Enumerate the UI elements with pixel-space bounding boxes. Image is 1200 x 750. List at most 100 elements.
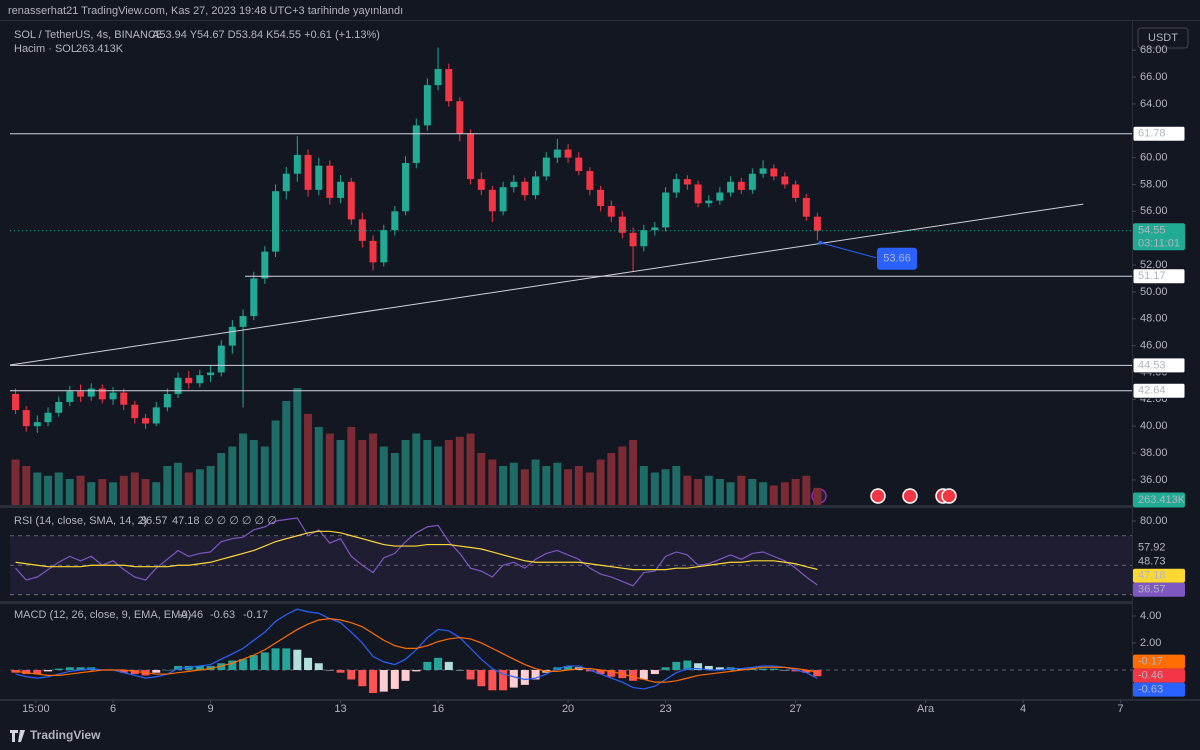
macd-histogram-bar <box>76 667 85 670</box>
volume-bar <box>531 459 540 505</box>
x-tick-label: 16 <box>432 703 444 715</box>
candle-body <box>813 216 821 231</box>
candle-body <box>163 393 171 408</box>
macd-histogram-bar <box>336 670 345 673</box>
candle-body <box>66 391 74 403</box>
y-tick-label: 40.00 <box>1140 420 1168 432</box>
candle-body <box>174 377 182 394</box>
rsi-line <box>15 517 818 587</box>
candle-body <box>521 181 529 196</box>
volume-bar <box>813 487 822 505</box>
volume-bar <box>704 475 713 505</box>
volume-bar <box>152 482 161 505</box>
volume-bar <box>553 462 562 505</box>
macd-histogram-bar <box>813 670 822 677</box>
macd-histogram-bar <box>477 670 486 687</box>
currency-button[interactable] <box>1137 27 1189 49</box>
candle-body <box>282 173 290 192</box>
event-icon[interactable] <box>870 488 886 504</box>
currency-label: USDT <box>1148 32 1178 44</box>
candle-body <box>640 230 648 247</box>
macd-histogram-bar <box>661 667 670 670</box>
y-tick-label: 56.00 <box>1140 205 1168 217</box>
x-tick-label: 9 <box>207 703 213 715</box>
event-icon[interactable] <box>941 488 957 504</box>
rsi-legend-sma: 47.18 <box>172 515 200 527</box>
volume-bar <box>737 475 746 505</box>
volume-bar <box>33 472 42 505</box>
macd-histogram-bar <box>228 660 237 670</box>
x-tick-label: 7 <box>1118 703 1124 715</box>
y-tick-label: 58.00 <box>1140 178 1168 190</box>
rsi-extra-label: 48.73 <box>1138 556 1166 568</box>
macd-label: -0.63 <box>1138 684 1163 696</box>
symbol-legend: SOL / TetherUS, 4s, BINANCE <box>14 29 163 41</box>
event-icon[interactable] <box>902 488 918 504</box>
macd-histogram-bar <box>466 670 475 680</box>
macd-histogram-bar <box>780 670 789 671</box>
candle-body <box>618 216 626 233</box>
candle-body <box>152 407 160 424</box>
candle-body <box>109 392 117 400</box>
rsi-legend: RSI (14, close, SMA, 14, 2) <box>14 515 147 527</box>
macd-histogram-bar <box>249 655 258 670</box>
macd-histogram-bar <box>271 648 280 670</box>
candle-body <box>239 316 247 327</box>
macd-histogram-bar <box>596 670 605 675</box>
rsi-legend-value: 36.57 <box>140 515 168 527</box>
volume-bar <box>401 440 410 505</box>
volume-bar <box>65 479 74 505</box>
volume-bar <box>54 472 63 505</box>
macd-histogram-bar <box>488 670 497 691</box>
volume-bar <box>542 466 551 505</box>
volume-bar <box>672 466 681 505</box>
x-tick-label: 13 <box>334 703 346 715</box>
candle-body <box>662 192 670 228</box>
macd-histogram-bar <box>33 670 42 675</box>
level-label-box <box>1132 382 1186 399</box>
candle-body <box>293 154 301 174</box>
candle-body <box>575 157 583 172</box>
macd-histogram-bar <box>509 670 518 688</box>
rsi-legend-empty: ∅ ∅ ∅ ∅ ∅ ∅ <box>204 515 277 527</box>
candle-body <box>553 149 561 158</box>
level-label-box <box>1132 268 1186 285</box>
volume-bar <box>358 440 367 505</box>
candle-body <box>77 391 85 397</box>
x-tick-label: 15:00 <box>22 703 50 715</box>
candle-body <box>456 101 464 134</box>
macd-histogram-bar <box>174 665 183 670</box>
candle-body <box>315 165 323 190</box>
volume-bar <box>271 420 280 505</box>
y-tick-label: 66.00 <box>1140 71 1168 83</box>
x-tick-label: Ara <box>917 703 935 715</box>
volume-bar <box>369 433 378 505</box>
volume-bar <box>228 446 237 505</box>
y-tick-label: 80.00 <box>1140 515 1168 527</box>
macd-histogram-bar <box>390 670 399 689</box>
volume-bar <box>748 479 757 505</box>
volume-bar <box>163 466 172 505</box>
y-tick-label: 68.00 <box>1140 44 1168 56</box>
macd-histogram-bar <box>325 670 334 671</box>
candle-body <box>683 179 691 185</box>
candle-body <box>185 377 193 384</box>
price-label: 54.55 <box>1138 225 1166 237</box>
volume-bar <box>174 462 183 505</box>
volume-bar <box>466 433 475 505</box>
volume-bar <box>488 459 497 505</box>
rsi-sma-label: 47.18 <box>1138 570 1166 582</box>
y-tick-label: 46.00 <box>1140 340 1168 352</box>
macd-histogram-bar <box>379 670 388 692</box>
macd-histogram-bar <box>423 661 432 670</box>
volume-bar <box>249 440 258 505</box>
candle-body <box>207 372 215 376</box>
x-tick-label: 4 <box>1020 703 1026 715</box>
macd-histogram-bar <box>184 665 193 670</box>
candle-body <box>705 200 713 204</box>
volume-bar <box>661 469 670 505</box>
y-tick-label: 64.00 <box>1140 98 1168 110</box>
macd-histogram-bar <box>314 663 323 670</box>
candle-body <box>716 192 724 201</box>
candle-body <box>87 388 95 397</box>
